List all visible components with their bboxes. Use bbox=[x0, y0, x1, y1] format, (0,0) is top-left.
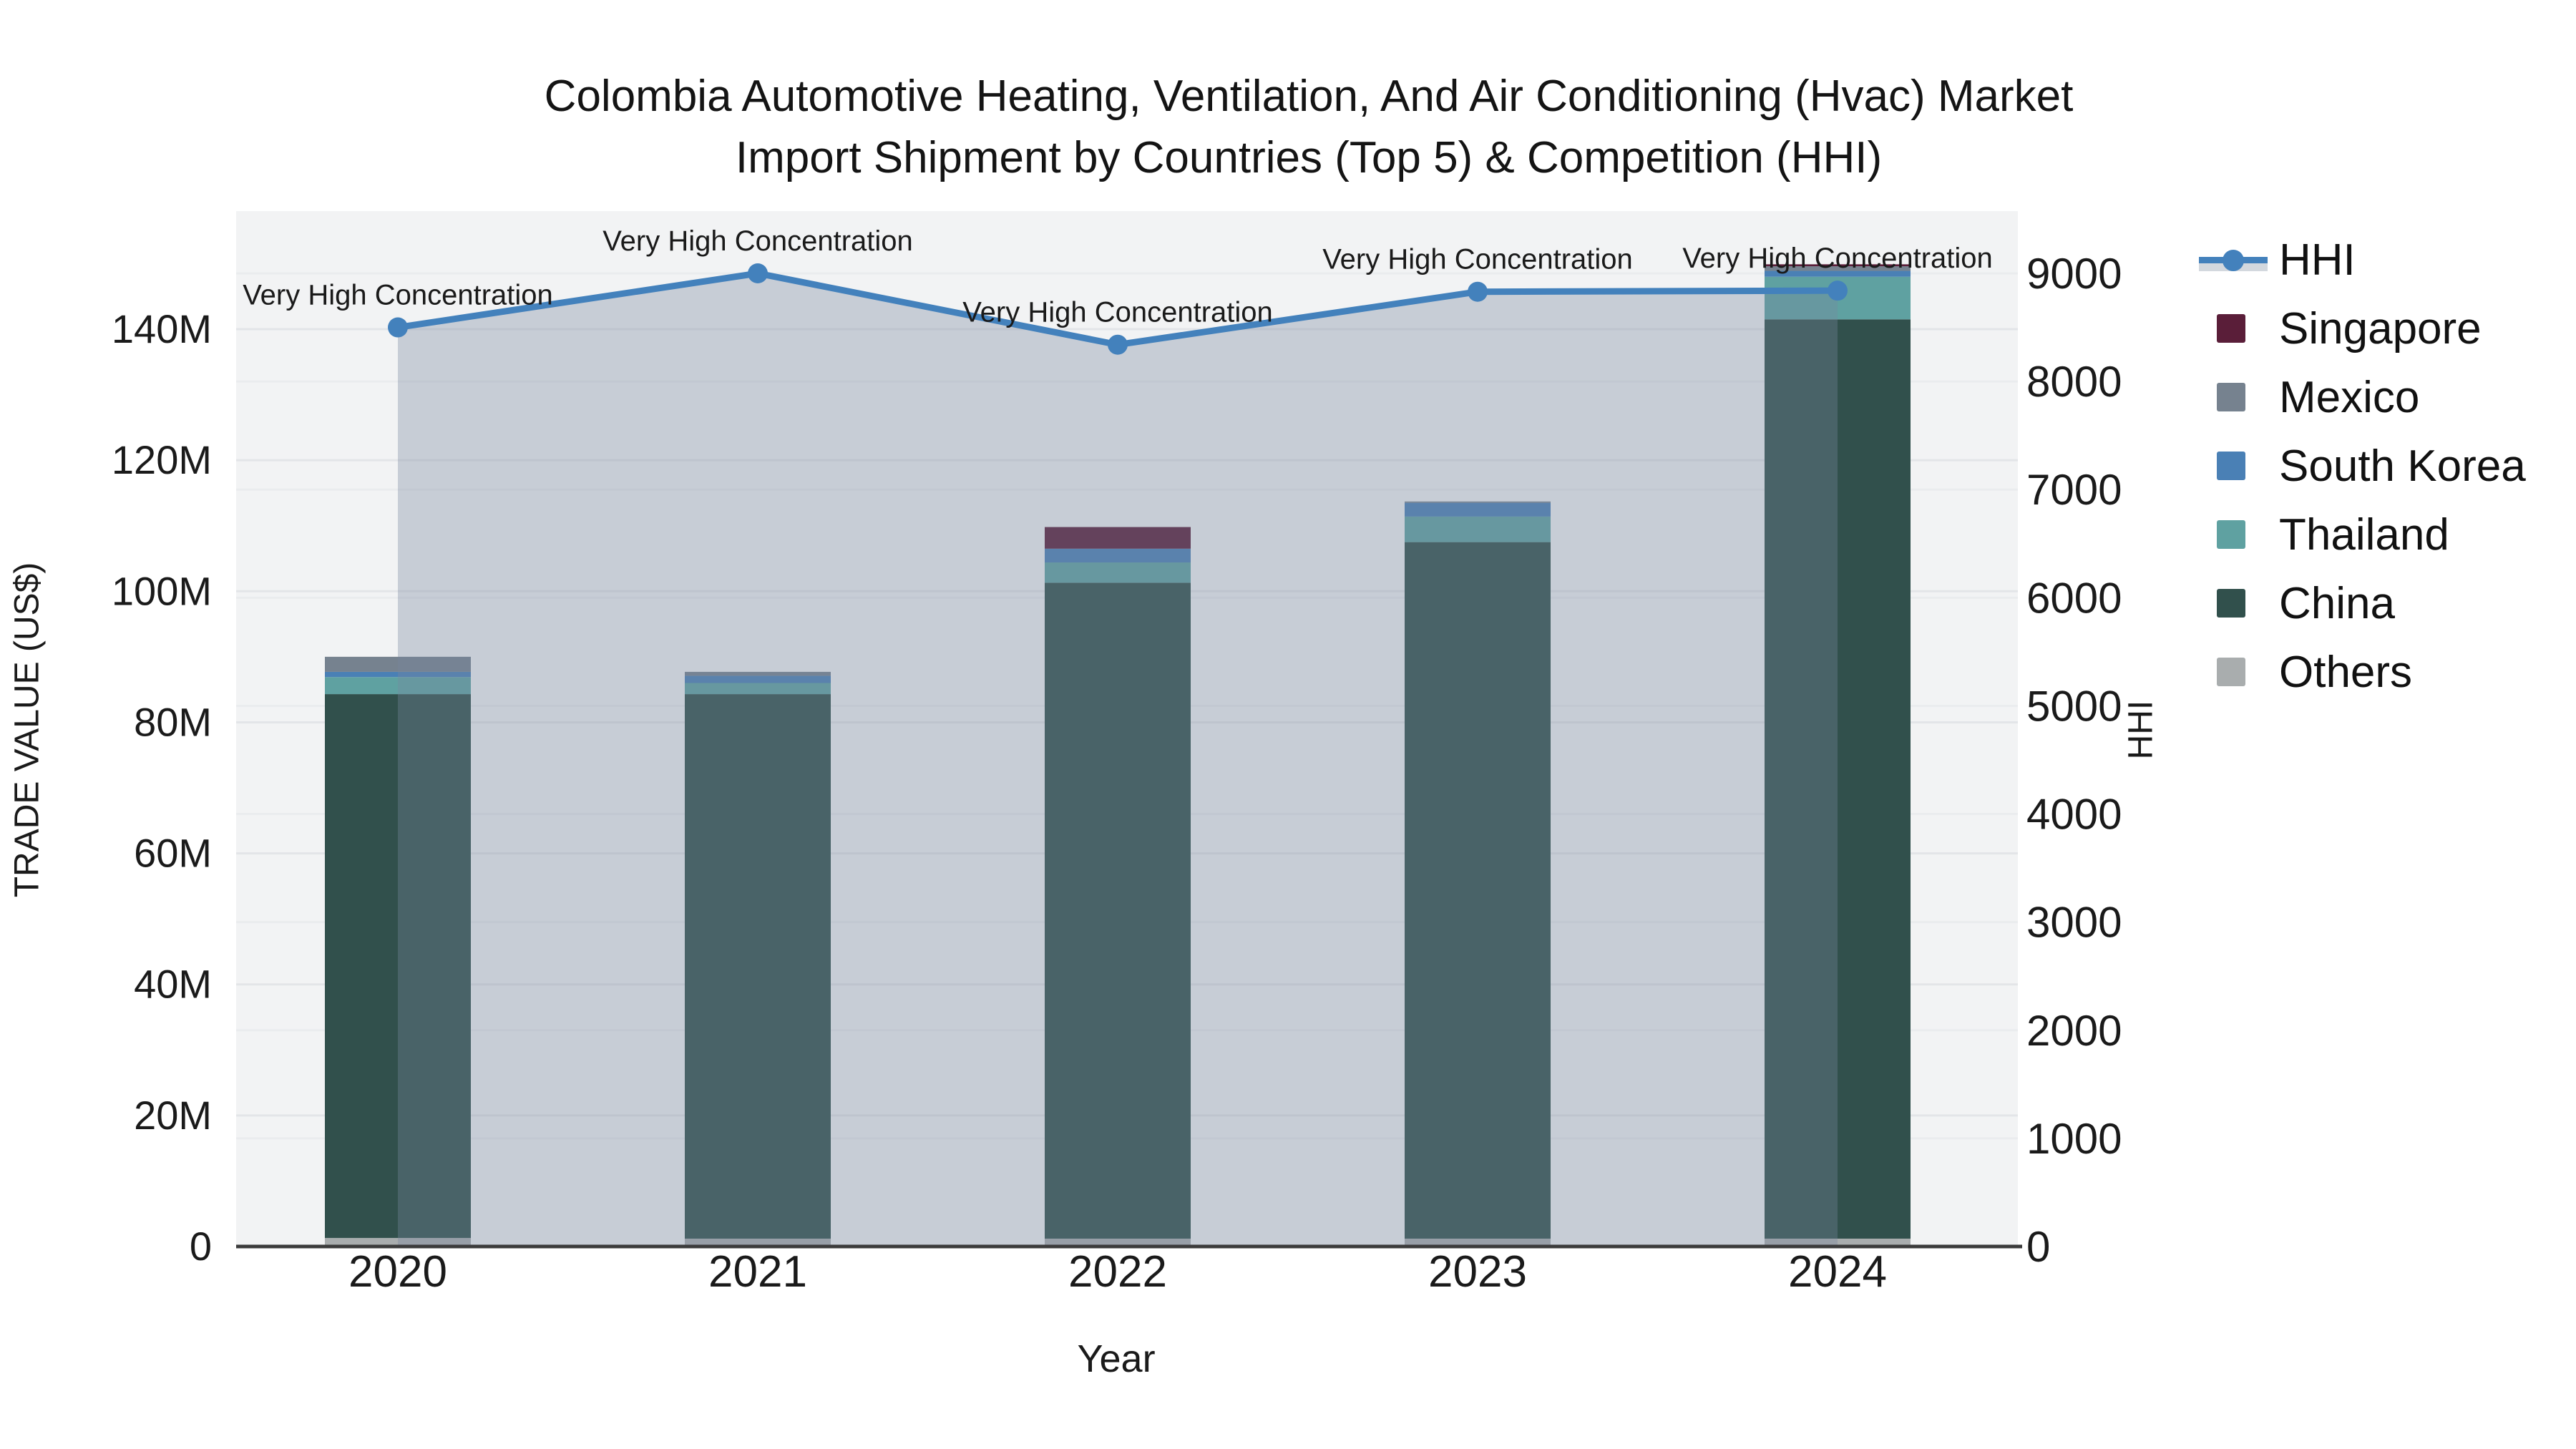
y-left-tick-label: 60M bbox=[134, 831, 212, 876]
y-axis-title-right: HHI bbox=[2122, 700, 2160, 760]
hhi-marker-2020[interactable] bbox=[388, 317, 408, 338]
bar-segment-others-2024[interactable] bbox=[1765, 1239, 1911, 1246]
hhi-marker-2024[interactable] bbox=[1828, 280, 1848, 301]
y-right-tick-label: 0 bbox=[2026, 1223, 2050, 1271]
bar-segment-others-2020[interactable] bbox=[325, 1238, 471, 1246]
chart-title-line2: Import Shipment by Countries (Top 5) & C… bbox=[735, 133, 1883, 182]
bar-segment-china-2024[interactable] bbox=[1765, 319, 1911, 1239]
legend-item-singapore[interactable]: Singapore bbox=[2193, 294, 2526, 363]
y-right-tick-label: 3000 bbox=[2026, 899, 2122, 947]
bar-segment-others-2022[interactable] bbox=[1045, 1239, 1191, 1246]
x-tick-label-2021: 2021 bbox=[708, 1247, 807, 1297]
hhi-marker-2022[interactable] bbox=[1108, 334, 1128, 355]
legend-swatch-hhi bbox=[2193, 225, 2279, 294]
x-tick-label-2022: 2022 bbox=[1068, 1247, 1167, 1297]
y-right-tick-label: 5000 bbox=[2026, 682, 2122, 730]
hhi-annotation-2020: Very High Concentration bbox=[243, 280, 553, 311]
bar-segment-thailand-2020[interactable] bbox=[325, 677, 471, 695]
legend-item-hhi[interactable]: HHI bbox=[2193, 225, 2526, 294]
bar-segment-others-2023[interactable] bbox=[1405, 1239, 1551, 1246]
y-left-tick-label: 140M bbox=[112, 306, 212, 351]
chart-title: Colombia Automotive Heating, Ventilation… bbox=[545, 66, 2074, 189]
bar-segment-singapore-2024[interactable] bbox=[1765, 264, 1911, 267]
bar-segment-thailand-2021[interactable] bbox=[685, 683, 831, 695]
bar-segment-mexico-2024[interactable] bbox=[1765, 266, 1911, 271]
hhi-marker-2023[interactable] bbox=[1468, 281, 1488, 302]
legend-label-thailand: Thailand bbox=[2279, 509, 2449, 560]
bar-segment-others-2021[interactable] bbox=[685, 1239, 831, 1246]
legend-item-thailand[interactable]: Thailand bbox=[2193, 500, 2526, 569]
bar-segment-south-korea-2020[interactable] bbox=[325, 671, 471, 678]
y-right-tick-label: 9000 bbox=[2026, 250, 2122, 298]
y-right-tick-label: 7000 bbox=[2026, 466, 2122, 514]
bar-segment-south-korea-2023[interactable] bbox=[1405, 502, 1551, 517]
y-axis-title-left: TRADE VALUE (US$) bbox=[8, 562, 47, 898]
legend-swatch-singapore bbox=[2193, 294, 2279, 363]
legend-color-box-mexico bbox=[2217, 383, 2245, 411]
y-right-tick-label: 6000 bbox=[2026, 574, 2122, 622]
legend-item-others[interactable]: Others bbox=[2193, 638, 2526, 706]
legend: HHI Singapore Mexico South Korea Thailand Chi… bbox=[2193, 225, 2526, 706]
legend-color-box-singapore bbox=[2217, 314, 2245, 343]
bar-segment-singapore-2022[interactable] bbox=[1045, 527, 1191, 549]
bar-segment-china-2021[interactable] bbox=[685, 694, 831, 1239]
legend-color-box-south-korea bbox=[2217, 452, 2245, 480]
y-left-tick-label: 0 bbox=[190, 1224, 212, 1269]
x-tick-label-2024: 2024 bbox=[1788, 1247, 1887, 1297]
legend-label-mexico: Mexico bbox=[2279, 372, 2420, 422]
legend-color-box-others bbox=[2217, 658, 2245, 686]
y-right-tick-label: 1000 bbox=[2026, 1115, 2122, 1163]
bar-segment-south-korea-2022[interactable] bbox=[1045, 548, 1191, 563]
y-right-tick-label: 2000 bbox=[2026, 1007, 2122, 1055]
legend-swatch-china bbox=[2193, 569, 2279, 638]
legend-color-box-thailand bbox=[2217, 520, 2245, 549]
legend-label-others: Others bbox=[2279, 647, 2413, 697]
x-tick-label-2020: 2020 bbox=[348, 1247, 447, 1297]
hhi-annotation-2021: Very High Concentration bbox=[602, 225, 913, 257]
bar-segment-mexico-2021[interactable] bbox=[685, 671, 831, 676]
legend-color-box-china bbox=[2217, 589, 2245, 618]
bar-segment-china-2020[interactable] bbox=[325, 694, 471, 1239]
hhi-annotation-2023: Very High Concentration bbox=[1322, 244, 1633, 275]
y-left-tick-label: 100M bbox=[112, 568, 212, 613]
y-right-tick-label: 4000 bbox=[2026, 791, 2122, 839]
bar-segment-china-2023[interactable] bbox=[1405, 542, 1551, 1239]
bar-segment-thailand-2022[interactable] bbox=[1045, 562, 1191, 583]
bar-segment-mexico-2020[interactable] bbox=[325, 656, 471, 672]
bar-segment-china-2022[interactable] bbox=[1045, 582, 1191, 1239]
legend-swatch-south-korea bbox=[2193, 431, 2279, 500]
x-tick-label-2023: 2023 bbox=[1428, 1247, 1527, 1297]
hhi-annotation-2024: Very High Concentration bbox=[1682, 243, 1993, 274]
legend-swatch-others bbox=[2193, 638, 2279, 706]
legend-item-china[interactable]: China bbox=[2193, 569, 2526, 638]
legend-item-south-korea[interactable]: South Korea bbox=[2193, 431, 2526, 500]
legend-label-south-korea: South Korea bbox=[2279, 441, 2526, 491]
legend-label-china: China bbox=[2279, 578, 2395, 628]
hhi-marker-2021[interactable] bbox=[748, 263, 768, 284]
hhi-line-swatch-icon bbox=[2199, 244, 2268, 275]
chart-title-line1: Colombia Automotive Heating, Ventilation… bbox=[544, 72, 2074, 121]
bar-segment-south-korea-2021[interactable] bbox=[685, 675, 831, 683]
y-left-tick-label: 120M bbox=[112, 437, 212, 482]
bar-segment-south-korea-2024[interactable] bbox=[1765, 270, 1911, 277]
legend-label-singapore: Singapore bbox=[2279, 303, 2482, 353]
hhi-marker-dot bbox=[2223, 250, 2244, 271]
legend-label-hhi: HHI bbox=[2279, 235, 2356, 285]
legend-item-mexico[interactable]: Mexico bbox=[2193, 363, 2526, 431]
x-axis-title: Year bbox=[1077, 1337, 1156, 1380]
legend-swatch-mexico bbox=[2193, 363, 2279, 431]
legend-swatch-thailand bbox=[2193, 500, 2279, 569]
hhi-area bbox=[398, 273, 1838, 1246]
y-left-tick-label: 40M bbox=[134, 962, 212, 1007]
y-left-tick-label: 20M bbox=[134, 1093, 212, 1138]
hhi-annotation-2022: Very High Concentration bbox=[962, 297, 1273, 328]
y-right-tick-label: 8000 bbox=[2026, 358, 2122, 406]
y-left-tick-label: 80M bbox=[134, 699, 212, 744]
bar-segment-thailand-2023[interactable] bbox=[1405, 516, 1551, 542]
bar-segment-mexico-2023[interactable] bbox=[1405, 501, 1551, 503]
